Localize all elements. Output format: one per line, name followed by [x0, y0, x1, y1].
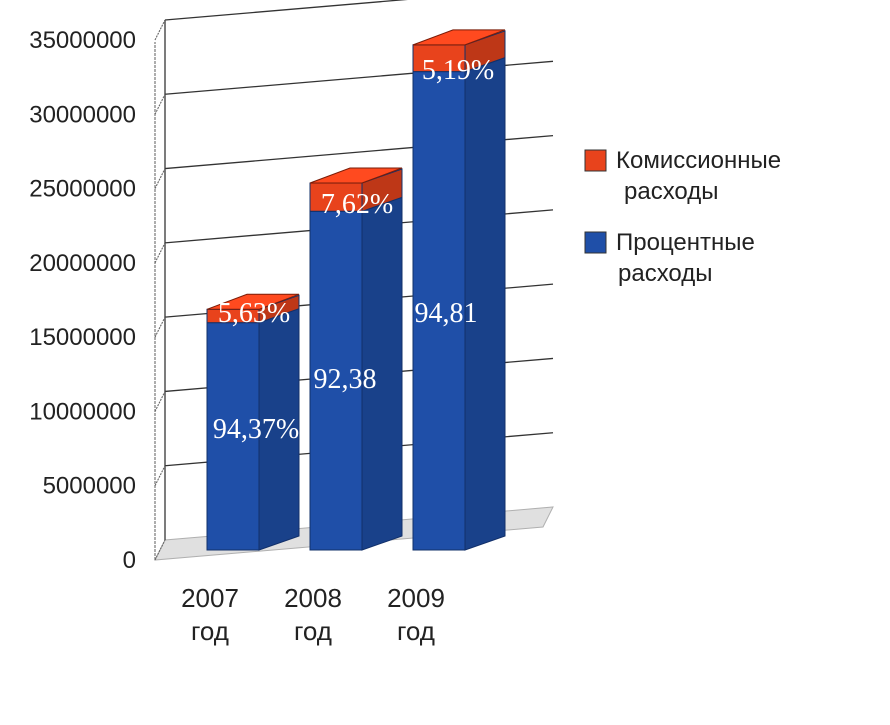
bar-front — [309, 182, 363, 212]
legend-swatch — [584, 149, 607, 172]
gridline-side — [154, 94, 166, 115]
gridline-side — [154, 19, 166, 41]
bar-segment — [309, 167, 403, 213]
bar-top — [412, 29, 506, 46]
legend: Комиссионные расходы Процентные расходы — [584, 147, 781, 287]
data-label: 7,62% — [321, 189, 393, 220]
bar-front — [206, 322, 260, 551]
bar-side — [464, 30, 506, 73]
gridline-side — [154, 168, 166, 189]
bar-top — [206, 293, 300, 310]
y-tick-label: 35000000 — [29, 27, 136, 54]
y-tick-label: 30000000 — [29, 101, 136, 128]
legend-label: Процентные расходы — [616, 229, 755, 287]
x-axis-labels: 2007 год 2008 год 2009 год — [181, 583, 445, 646]
y-tick-label: 0 — [123, 547, 136, 574]
y-tick-label: 15000000 — [29, 324, 136, 351]
gridline — [164, 0, 408, 21]
y-tick-label: 10000000 — [29, 398, 136, 425]
x-tick-label: 2009 год — [387, 583, 445, 646]
legend-item: Комиссионные расходы — [584, 147, 781, 205]
data-label: 5,19% — [422, 55, 494, 86]
bar-top — [309, 167, 403, 184]
legend-swatch — [584, 231, 607, 254]
bar-segment — [309, 196, 403, 551]
gridline-side — [154, 539, 166, 561]
gridline-side — [154, 242, 166, 264]
gridline-side — [154, 391, 166, 412]
data-labels: 94,37% 5,63% 92,38 7,62% 94,81 5,19% — [213, 55, 494, 445]
bar-segment — [206, 293, 300, 324]
bar-side — [258, 294, 300, 324]
x-tick-label: 2008 год — [284, 583, 342, 646]
legend-label: Комиссионные расходы — [616, 147, 781, 205]
data-label: 94,37% — [213, 414, 299, 445]
y-tick-label: 5000000 — [43, 473, 136, 500]
data-label: 92,38 — [314, 364, 377, 395]
bars — [206, 29, 506, 551]
y-axis-ticks: 0 5000000 10000000 15000000 20000000 25000000… — [29, 27, 136, 574]
y-tick-label: 20000000 — [29, 250, 136, 277]
data-label: 5,63% — [218, 298, 290, 329]
y-tick-label: 25000000 — [29, 176, 136, 203]
legend-item: Процентные расходы — [584, 229, 755, 287]
bar-segment — [412, 56, 506, 551]
bar-segment — [412, 29, 506, 73]
data-label: 94,81 — [415, 298, 478, 329]
gridline-side — [154, 465, 166, 486]
x-tick-label: 2007 год — [181, 583, 239, 646]
gridline-side — [154, 316, 166, 338]
bar-front — [412, 71, 466, 551]
bar-segment — [206, 307, 300, 551]
